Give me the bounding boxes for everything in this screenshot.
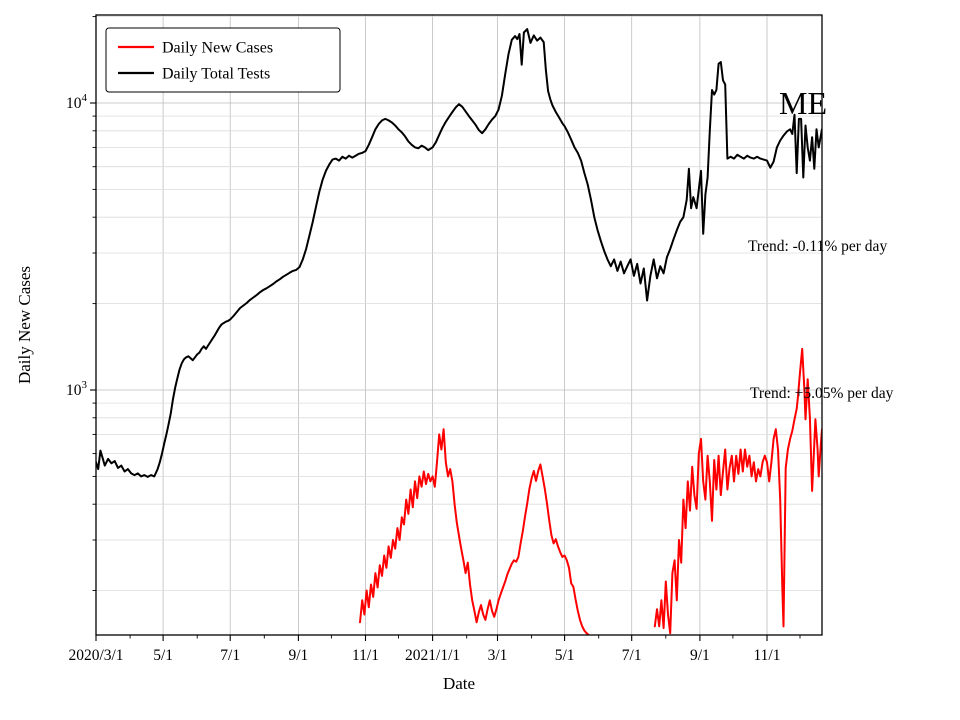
series-daily-total-tests-line [96, 28, 822, 478]
x-tick-label: 7/1 [220, 647, 240, 664]
x-tick-label: 3/1 [488, 647, 508, 664]
x-tick-label: 11/1 [352, 647, 379, 664]
axes: 2020/3/1 5/1 7/1 9/1 11/1 2021/1/1 3/1 5/1 7/1 9/… [66, 14, 823, 664]
x-tick-label: 9/1 [288, 647, 308, 664]
trend-annotation-tests: Trend: -0.11% per day [748, 238, 887, 255]
legend-label-daily-total-tests: Daily Total Tests [162, 66, 270, 83]
chart-grid [95, 15, 822, 635]
x-tick-label: 2020/3/1 [68, 647, 123, 664]
x-tick-label: 5/1 [555, 647, 575, 664]
legend-item-daily-total-tests: Daily Total Tests [118, 66, 270, 83]
x-tick-label: 7/1 [622, 647, 642, 664]
x-tick-label: 5/1 [153, 647, 173, 664]
legend-item-daily-new-cases: Daily New Cases [118, 40, 273, 57]
legend-label-daily-new-cases: Daily New Cases [162, 40, 273, 57]
series-daily-new-cases-line [359, 347, 822, 635]
x-tick-label: 2021/1/1 [405, 647, 460, 664]
x-tick-label: 9/1 [690, 647, 710, 664]
legend: Daily New Cases Daily Total Tests [105, 27, 341, 93]
x-axis-label: Date [443, 674, 475, 693]
state-label: ME [779, 85, 827, 121]
trend-annotation-cases: Trend: +5.05% per day [750, 385, 894, 402]
y-axis-label: Daily New Cases [15, 266, 34, 384]
x-tick-label: 11/1 [754, 647, 781, 664]
